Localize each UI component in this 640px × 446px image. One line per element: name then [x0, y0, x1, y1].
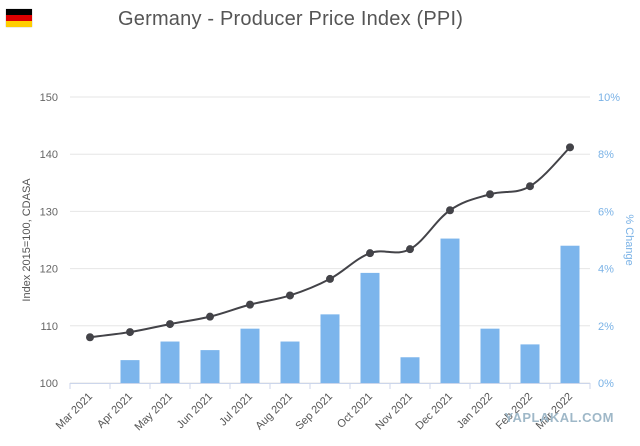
- bar: [520, 344, 540, 383]
- bar: [400, 357, 420, 383]
- x-tick-label: Dec 2021: [413, 391, 455, 433]
- bar: [200, 350, 220, 383]
- index-line: [89, 146, 571, 339]
- data-point: [86, 333, 94, 342]
- x-tick-label: Apr 2021: [95, 391, 135, 431]
- y-tick-label-right: 8%: [598, 149, 614, 161]
- chart-title: Germany - Producer Price Index (PPI): [118, 8, 464, 30]
- data-point: [326, 274, 334, 283]
- y-tick-label-left: 100: [40, 378, 58, 390]
- bar-series: [120, 238, 580, 383]
- x-tick-label: May 2021: [132, 391, 175, 434]
- x-tick-label: Jan 2022: [455, 391, 495, 431]
- bar: [320, 314, 340, 383]
- data-point: [446, 206, 454, 215]
- bar: [560, 245, 580, 383]
- x-tick-label: Jun 2021: [175, 391, 215, 431]
- line-series: [86, 143, 574, 342]
- x-tick-label: Sep 2021: [293, 391, 335, 433]
- data-point: [246, 300, 254, 309]
- germany-flag-icon: [6, 9, 32, 27]
- y-tick-label-right: 4%: [598, 264, 614, 276]
- data-point: [126, 328, 134, 337]
- y-tick-label-right: 0%: [598, 378, 614, 390]
- y-tick-label-right: 2%: [598, 321, 614, 333]
- data-point: [206, 312, 214, 321]
- y-tick-label-left: 110: [40, 321, 58, 333]
- y-tick-label-left: 120: [40, 264, 58, 276]
- data-point: [366, 249, 374, 258]
- data-point: [166, 320, 174, 329]
- flag-stripe-black: [6, 9, 32, 15]
- y-tick-label-right: 10%: [598, 92, 620, 104]
- y-axis-title-left: Index 2015=100, CDASA: [21, 178, 33, 302]
- data-point: [406, 245, 414, 254]
- x-tick-label: Nov 2021: [373, 391, 415, 433]
- y-tick-label-left: 130: [40, 206, 58, 218]
- bar: [360, 272, 380, 383]
- x-tick-label: Jul 2021: [217, 391, 255, 429]
- flag-stripe-red: [6, 15, 32, 21]
- y-tick-label-left: 140: [40, 149, 58, 161]
- y-axis-title-right: % Change: [623, 214, 635, 265]
- bar: [440, 238, 460, 383]
- bar: [160, 341, 180, 383]
- flag-stripe-gold: [6, 21, 32, 27]
- bar: [280, 341, 300, 383]
- x-tick-label: Mar 2021: [54, 391, 95, 432]
- data-point: [486, 190, 494, 199]
- data-point: [526, 182, 534, 191]
- x-tick-label: Oct 2021: [335, 391, 375, 431]
- bar: [480, 328, 500, 383]
- y-tick-label-right: 6%: [598, 206, 614, 218]
- watermark: YAPLAKAL.COM: [504, 410, 614, 425]
- data-point: [566, 143, 574, 152]
- x-tick-label: Aug 2021: [253, 391, 295, 433]
- y-tick-label-left: 150: [40, 92, 58, 104]
- data-point: [286, 291, 294, 300]
- bar: [120, 360, 140, 383]
- bar: [240, 328, 260, 383]
